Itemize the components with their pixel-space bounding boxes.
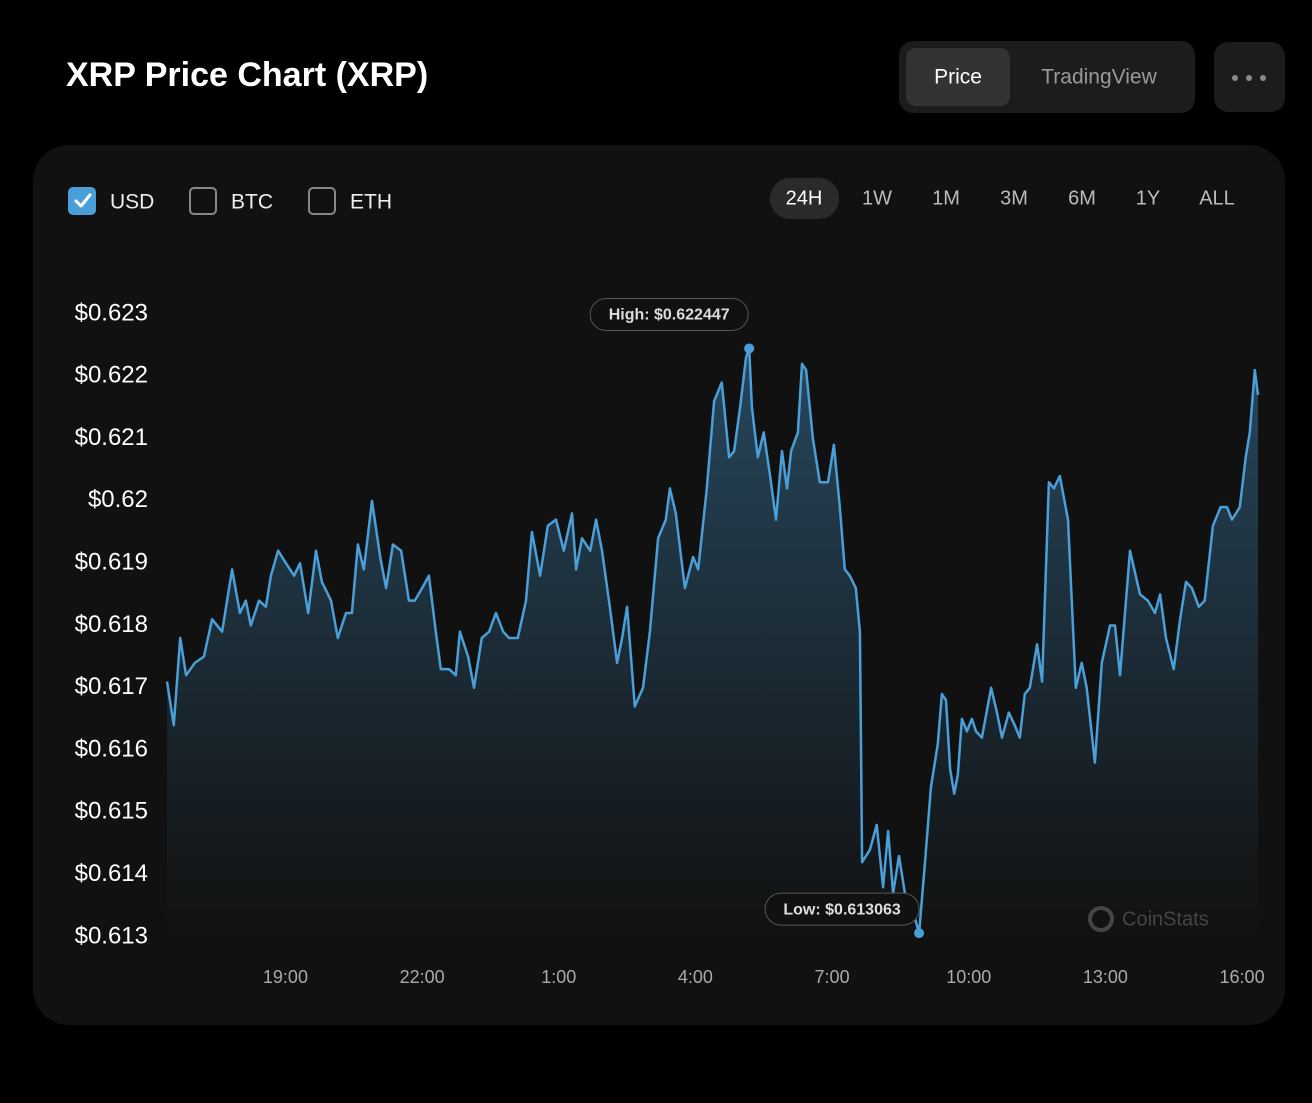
x-tick-label: 10:00 [946, 967, 991, 987]
y-tick-label: $0.62 [88, 486, 148, 513]
range-button[interactable]: 1W [862, 187, 892, 209]
more-dot [1246, 75, 1252, 81]
price-area [167, 348, 1258, 937]
y-tick-label: $0.622 [75, 362, 148, 389]
y-tick-label: $0.623 [75, 299, 148, 326]
checkbox[interactable] [68, 187, 96, 215]
range-button[interactable]: 6M [1068, 187, 1096, 209]
price-line [165, 347, 1260, 935]
y-tick-label: $0.615 [75, 798, 148, 825]
y-tick-label: $0.621 [75, 424, 148, 451]
more-dot [1232, 75, 1238, 81]
extreme-point [744, 343, 755, 354]
tab[interactable]: TradingView [1041, 66, 1157, 89]
page-title: XRP Price Chart (XRP) [66, 56, 428, 94]
range-button[interactable]: 24H [786, 187, 823, 209]
extreme-point [914, 928, 925, 939]
x-tick-label: 19:00 [263, 967, 308, 987]
y-tick-label: $0.617 [75, 673, 148, 700]
x-tick-label: 7:00 [815, 967, 850, 987]
y-tick-label: $0.614 [75, 860, 148, 887]
checkbox[interactable] [308, 187, 336, 215]
more-dot [1260, 75, 1266, 81]
currency-label[interactable]: BTC [231, 191, 273, 214]
y-tick-label: $0.619 [75, 549, 148, 576]
extreme-label: Low: $0.613063 [783, 901, 901, 918]
range-button[interactable]: 1Y [1136, 187, 1160, 209]
range-button[interactable]: 3M [1000, 187, 1028, 209]
checkmark [74, 193, 92, 208]
extreme-label-box [589, 297, 749, 331]
x-tick-label: 4:00 [678, 967, 713, 987]
extreme-label-box [764, 892, 920, 926]
x-tick-label: 22:00 [400, 967, 445, 987]
range-button[interactable]: ALL [1199, 187, 1235, 209]
y-tick-label: $0.618 [75, 611, 148, 638]
checkbox[interactable] [189, 187, 217, 215]
currency-label[interactable]: ETH [350, 191, 392, 214]
y-tick-label: $0.613 [75, 922, 148, 949]
x-tick-label: 16:00 [1220, 967, 1265, 987]
x-tick-label: 1:00 [541, 967, 576, 987]
range-active-bg [770, 178, 839, 219]
extreme-label: High: $0.622447 [609, 307, 730, 324]
y-tick-label: $0.616 [75, 735, 148, 762]
x-tick-label: 13:00 [1083, 967, 1128, 987]
tab[interactable]: Price [934, 66, 982, 89]
tab-active-bg [906, 48, 1010, 106]
plot: $0.613 $0.614 $0.615 $0.616 $0.617 $0.618 $0.6… [75, 297, 1265, 987]
range-button[interactable]: 1M [932, 187, 960, 209]
currency-label[interactable]: USD [110, 191, 154, 214]
